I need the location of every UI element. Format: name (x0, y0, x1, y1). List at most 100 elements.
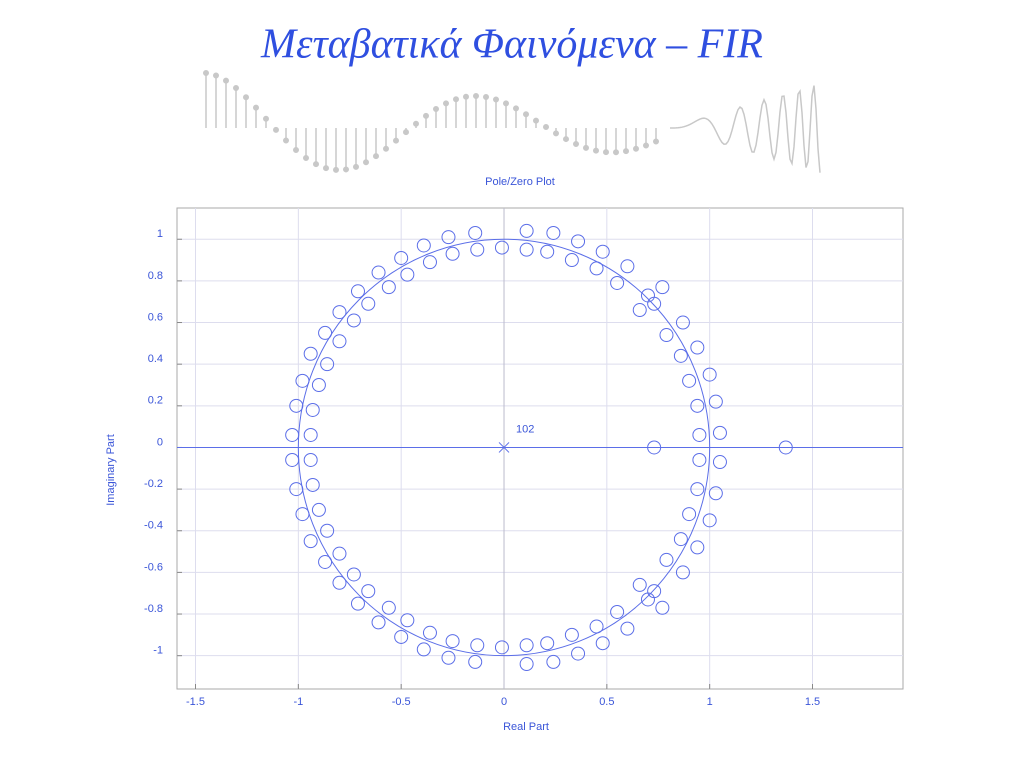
zero-marker (692, 427, 707, 442)
zero-marker (445, 634, 460, 649)
y-tick-label: 0.6 (148, 311, 163, 323)
zero-marker (381, 600, 396, 615)
zero-marker (416, 642, 431, 657)
deco-dot (563, 136, 569, 143)
deco-dot (403, 129, 409, 136)
zero-marker (400, 613, 415, 628)
x-tick-label: 1 (707, 696, 713, 708)
zero-marker (303, 427, 318, 442)
zero-marker (422, 255, 437, 270)
x-tick-label: 0 (501, 696, 507, 708)
zero-marker (540, 636, 555, 651)
deco-dot (623, 148, 629, 155)
deco-dot (543, 124, 549, 131)
unit-circle (297, 238, 711, 657)
x-tick-label: 1.5 (805, 696, 820, 708)
chart-title: Pole/Zero Plot (485, 176, 555, 188)
zero-marker (332, 546, 347, 561)
zero-marker (332, 575, 347, 590)
x-tick-label: 0.5 (599, 696, 614, 708)
deco-dot (293, 146, 299, 153)
zero-marker (468, 225, 483, 240)
zero-marker (289, 482, 304, 497)
zero-marker (346, 313, 361, 328)
deco-dot (453, 96, 459, 103)
zero-marker (332, 334, 347, 349)
zero-marker (673, 532, 688, 547)
deco-dot (233, 85, 239, 92)
zero-marker (441, 650, 456, 665)
zero-marker (494, 640, 509, 655)
deco-dot (573, 141, 579, 148)
zero-marker (289, 398, 304, 413)
zero-marker (595, 636, 610, 651)
zero-marker (692, 452, 707, 467)
deco-dot (553, 130, 559, 137)
y-tick-label: -0.8 (144, 603, 163, 615)
deco-dot (533, 117, 539, 124)
deco-wave (669, 85, 821, 173)
zero-marker (285, 427, 300, 442)
page-title: Μεταβατικά Φαινόμενα – FIR (260, 22, 763, 68)
zero-marker (632, 303, 647, 318)
zero-marker (682, 373, 697, 388)
zero-marker (416, 238, 431, 253)
deco-dot (223, 77, 229, 84)
zero-marker (305, 402, 320, 417)
zero-marker (682, 507, 697, 522)
zero-marker (702, 367, 717, 382)
zero-marker (712, 455, 727, 470)
zero-marker (571, 234, 586, 249)
deco-dot (653, 138, 659, 145)
plot-frame (176, 207, 904, 690)
zero-marker (470, 242, 485, 257)
zero-marker (303, 452, 318, 467)
deco-dot (253, 104, 259, 111)
zero-marker (320, 357, 335, 372)
deco-dot (583, 144, 589, 151)
zero-marker (320, 523, 335, 538)
zero-marker (394, 629, 409, 644)
deco-dot (353, 163, 359, 170)
deco-dot (373, 153, 379, 160)
y-tick-label: 0 (157, 436, 163, 448)
deco-dot (303, 155, 309, 162)
zero-marker (519, 223, 534, 238)
zero-marker (647, 440, 662, 455)
deco-dot (213, 72, 219, 79)
zero-marker (647, 584, 662, 599)
deco-dot (263, 115, 269, 122)
zero-marker (350, 596, 365, 611)
decoration (203, 70, 821, 173)
zero-marker (546, 654, 561, 669)
x-axis-label: Real Part (503, 721, 549, 733)
zero-marker (295, 373, 310, 388)
deco-dot (443, 100, 449, 107)
x-tick-label: -1.5 (186, 696, 205, 708)
zero-marker (361, 584, 376, 599)
deco-dot (283, 137, 289, 144)
deco-dot (463, 93, 469, 100)
zero-marker (571, 646, 586, 661)
zero-marker (394, 250, 409, 265)
zero-marker (640, 592, 655, 607)
zero-marker (675, 565, 690, 580)
zero-marker (610, 275, 625, 290)
zero-marker (610, 604, 625, 619)
zero-marker (494, 240, 509, 255)
zero-marker (361, 296, 376, 311)
deco-dot (423, 112, 429, 119)
pole-marker (498, 442, 510, 453)
zero-marker (640, 288, 655, 303)
deco-dot (413, 120, 419, 127)
zero-marker (371, 615, 386, 630)
zero-marker (690, 482, 705, 497)
zero-marker (311, 502, 326, 517)
zero-marker (702, 513, 717, 528)
deco-dot (203, 70, 209, 76)
zero-marker (381, 280, 396, 295)
zero-marker (468, 654, 483, 669)
zero-marker (540, 244, 555, 259)
deco-dot (493, 96, 499, 103)
